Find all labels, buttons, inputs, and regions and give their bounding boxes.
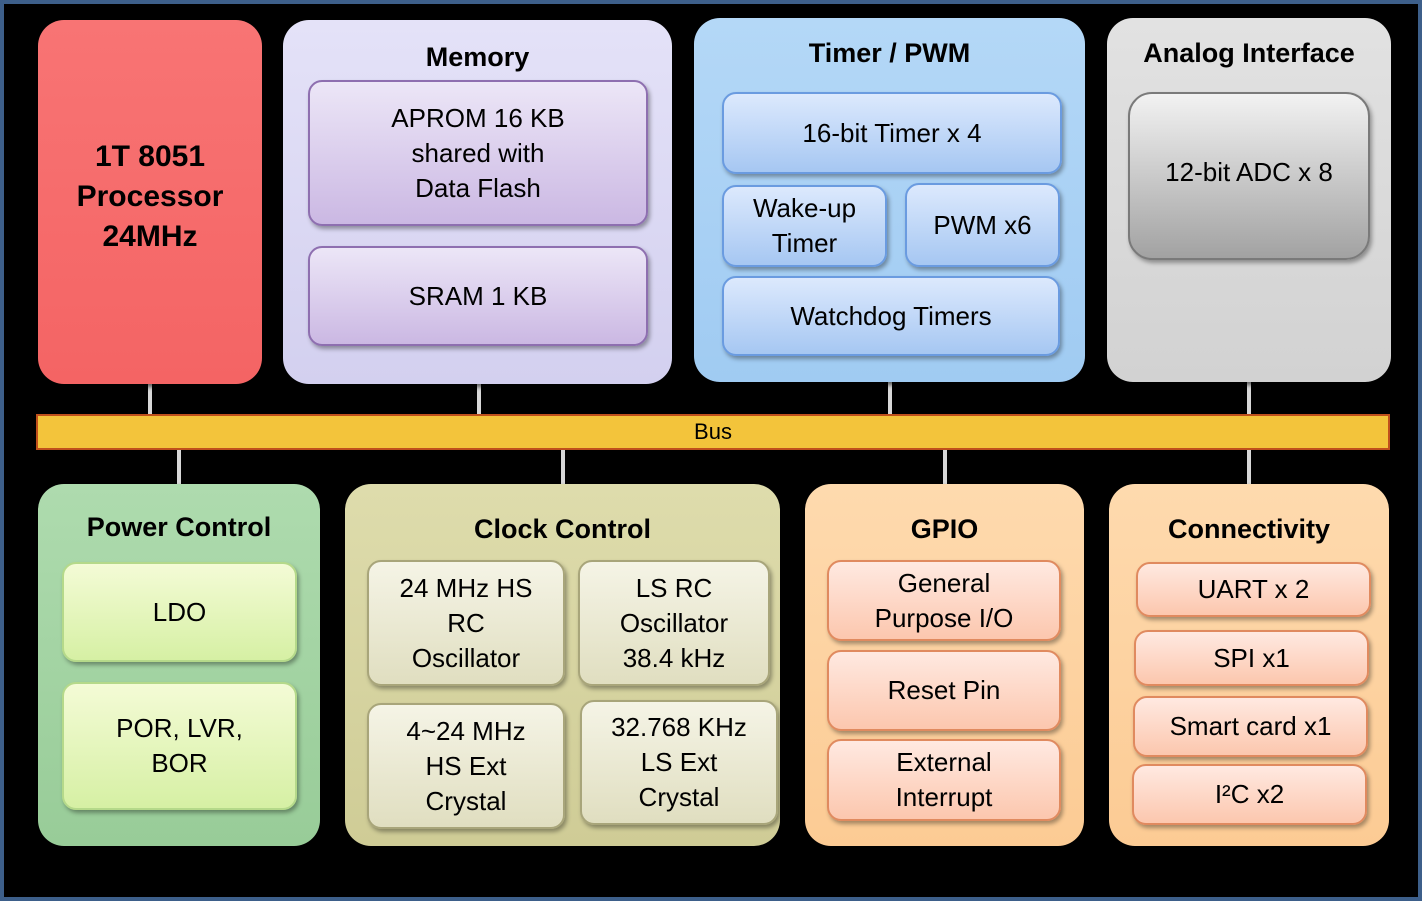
connector-timer-bus <box>888 382 892 414</box>
connectivity-smartcard: Smart card x1 <box>1133 696 1368 757</box>
connector-clock-bus <box>561 450 565 484</box>
clock-hs-rc: 24 MHz HS RC Oscillator <box>367 560 565 686</box>
power-por-lvr-bor: POR, LVR, BOR <box>62 682 297 810</box>
timer-wakeup: Wake-up Timer <box>722 185 887 267</box>
bus-label: Bus <box>694 419 732 444</box>
clock-hs-ext: 4~24 MHz HS Ext Crystal <box>367 703 565 829</box>
connectivity-i2c: I²C x2 <box>1132 764 1367 825</box>
gpio-interrupt: External Interrupt <box>827 739 1061 821</box>
analog-title: Analog Interface <box>1143 38 1355 68</box>
timer-pwm: PWM x6 <box>905 183 1060 267</box>
memory-sram: SRAM 1 KB <box>308 246 648 346</box>
memory-title: Memory <box>425 42 530 72</box>
processor-label: 1T 8051 Processor 24MHz <box>76 140 224 253</box>
timer-16bit: 16-bit Timer x 4 <box>722 92 1062 174</box>
memory-aprom: APROM 16 KB shared with Data Flash <box>308 80 648 226</box>
timer-watchdog: Watchdog Timers <box>722 276 1060 356</box>
connector-processor-bus <box>148 384 152 414</box>
connector-analog-bus <box>1247 382 1251 414</box>
connector-power-bus <box>177 450 181 484</box>
clock-title: Clock Control <box>473 514 651 544</box>
clock-ls-ext: 32.768 KHz LS Ext Crystal <box>580 700 778 825</box>
connectivity-spi: SPI x1 <box>1134 630 1369 686</box>
power-title: Power Control <box>86 512 272 542</box>
power-ldo: LDO <box>62 562 297 662</box>
connectivity-title: Connectivity <box>1167 514 1331 544</box>
connector-memory-bus <box>477 384 481 414</box>
processor-block: 1T 8051 Processor 24MHz <box>38 20 262 384</box>
gpio-general: General Purpose I/O <box>827 560 1061 641</box>
connector-gpio-bus <box>943 450 947 484</box>
clock-ls-rc: LS RC Oscillator 38.4 kHz <box>578 560 770 686</box>
connector-connectivity-bus <box>1247 450 1251 484</box>
gpio-title: GPIO <box>910 514 979 544</box>
gpio-reset: Reset Pin <box>827 650 1061 731</box>
bus: Bus <box>36 414 1390 450</box>
connectivity-uart: UART x 2 <box>1136 562 1371 617</box>
analog-adc: 12-bit ADC x 8 <box>1128 92 1370 260</box>
timer-title: Timer / PWM <box>808 38 971 68</box>
